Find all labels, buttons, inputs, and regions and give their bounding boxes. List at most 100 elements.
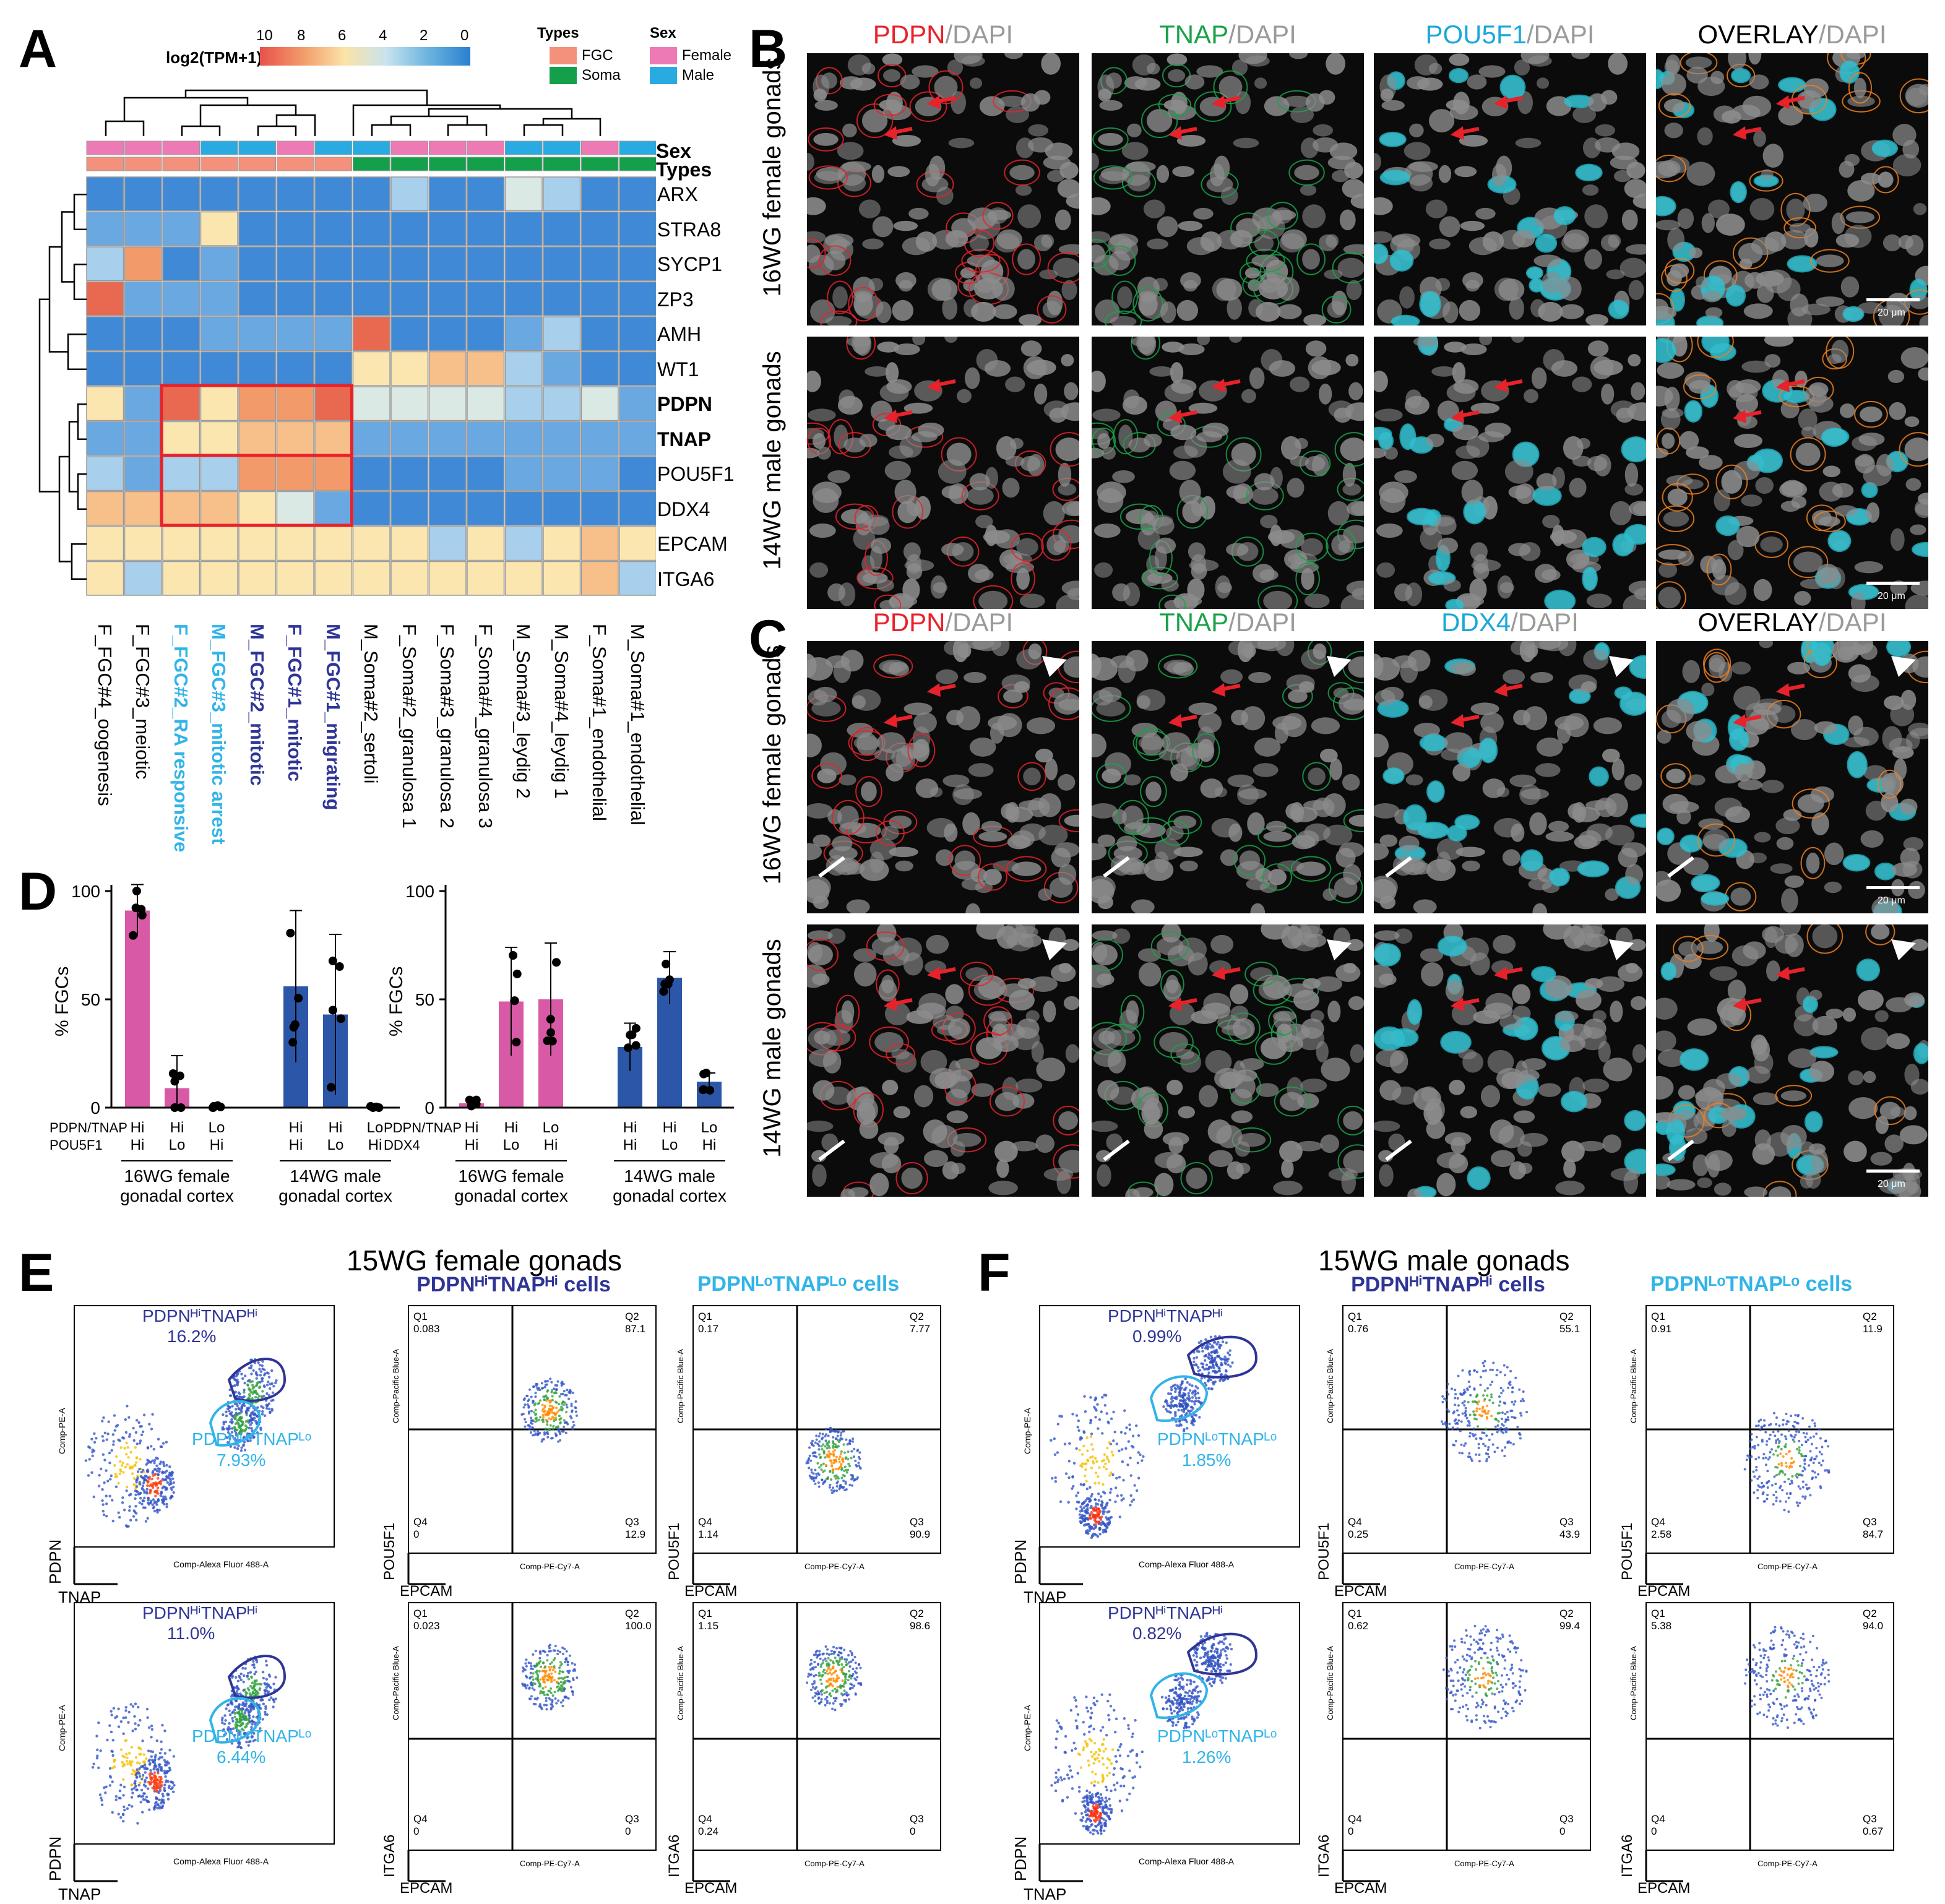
nucleus: [1762, 926, 1784, 943]
flow-event: [119, 1460, 121, 1463]
nucleus: [808, 944, 833, 965]
flow-event: [561, 1381, 564, 1383]
nucleus: [1844, 1141, 1867, 1163]
flow-event: [809, 1460, 812, 1462]
nucleus: [1055, 209, 1071, 230]
flow-event: [845, 1439, 847, 1441]
nucleus: [1678, 941, 1698, 956]
data-point: [327, 1083, 335, 1092]
nucleus: [853, 948, 876, 962]
category-label-1: Hi: [170, 1119, 184, 1136]
flow-event: [137, 1421, 140, 1424]
nucleus: [1803, 194, 1827, 212]
nucleus: [1319, 235, 1337, 251]
flow-event: [127, 1416, 130, 1419]
comp-af488-label: Comp-Alexa Fluor 488-A: [173, 1856, 269, 1866]
nucleus: [1300, 1079, 1327, 1092]
gene-label-arx: ARX: [657, 183, 698, 206]
heatmap-cell: [467, 387, 504, 421]
flow-event: [552, 1406, 554, 1409]
nucleus: [1379, 1164, 1394, 1187]
flow-event: [555, 1406, 558, 1409]
heatmap-cell: [582, 422, 619, 456]
flow-event: [255, 1371, 257, 1374]
nucleus: [906, 554, 921, 574]
flow-event: [249, 1671, 252, 1674]
nucleus: [1045, 759, 1058, 780]
nucleus: [1834, 505, 1858, 517]
heatmap-cell: [582, 387, 619, 421]
nucleus: [894, 221, 918, 231]
nucleus: [1624, 774, 1642, 791]
nucleus: [934, 76, 957, 99]
marker-name: PDPN: [873, 608, 946, 637]
flow-event: [155, 1776, 157, 1778]
heatmap-cell: [315, 457, 352, 491]
flow-event: [123, 1509, 126, 1511]
nucleus: [1343, 963, 1356, 973]
nucleus: [1806, 853, 1820, 874]
nucleus: [842, 1001, 855, 1024]
nucleus: [1529, 812, 1546, 835]
flow-event: [120, 1720, 123, 1723]
nucleus: [1781, 501, 1800, 512]
flow-event: [153, 1788, 155, 1790]
heatmap-cell: [163, 282, 200, 316]
nucleus: [1749, 198, 1774, 220]
flow-event: [264, 1713, 267, 1715]
nucleus: [1109, 251, 1131, 270]
flow-event: [90, 1471, 93, 1474]
nucleus: [1785, 876, 1804, 888]
heatmap-cell: [353, 492, 390, 526]
nucleus: [854, 962, 877, 986]
flow-event: [106, 1480, 109, 1482]
flow-event: [236, 1403, 238, 1405]
flow-event: [260, 1683, 262, 1686]
y-axis-label: % FGCs: [52, 967, 72, 1036]
column-dendrogram-branch: [258, 126, 296, 136]
flow-event: [225, 1415, 228, 1417]
heatmap-cell: [163, 562, 200, 596]
nucleus: [808, 408, 835, 421]
flow-event: [548, 1428, 550, 1431]
flow-event: [560, 1417, 563, 1419]
flow-E-lo-title: PDPNᴸᵒTNAPᴸᵒ cells: [656, 1272, 941, 1296]
nucleus: [1272, 207, 1292, 224]
nucleus: [1163, 980, 1182, 1002]
nucleus: [1301, 1019, 1324, 1039]
flow-event: [546, 1436, 549, 1439]
nucleus: [1460, 1106, 1477, 1118]
nucleus: [992, 277, 1015, 301]
nucleus: [1449, 1080, 1465, 1095]
nucleus: [1018, 978, 1037, 989]
flow-event: [155, 1483, 158, 1485]
nucleus: [876, 301, 891, 323]
category-label-1: Hi: [504, 1119, 519, 1136]
category-label-2: Lo: [503, 1137, 520, 1153]
nucleus: [1479, 337, 1492, 345]
nucleus: [1454, 379, 1479, 394]
nucleus: [1303, 314, 1326, 325]
nucleus: [1919, 315, 1928, 325]
nucleus: [1734, 434, 1762, 448]
flow-event: [163, 1772, 166, 1774]
flow-event: [136, 1442, 138, 1445]
nucleus: [1560, 1035, 1585, 1052]
nucleus: [860, 859, 889, 881]
column-dendrogram-branch: [429, 109, 572, 119]
heatmap-cell: [543, 212, 580, 246]
flow-event: [565, 1411, 567, 1413]
nucleus: [951, 1163, 965, 1174]
flow-event: [243, 1674, 245, 1677]
nucleus: [1831, 340, 1848, 363]
heatmap-cell: [582, 492, 619, 526]
nucleus: [1686, 162, 1715, 186]
flow-event: [155, 1490, 157, 1493]
nucleus: [1744, 1186, 1767, 1197]
heatmap-cell: [467, 562, 504, 596]
flow-event: [549, 1401, 551, 1403]
nucleus: [1436, 278, 1451, 291]
heatmap-cell: [429, 492, 467, 526]
